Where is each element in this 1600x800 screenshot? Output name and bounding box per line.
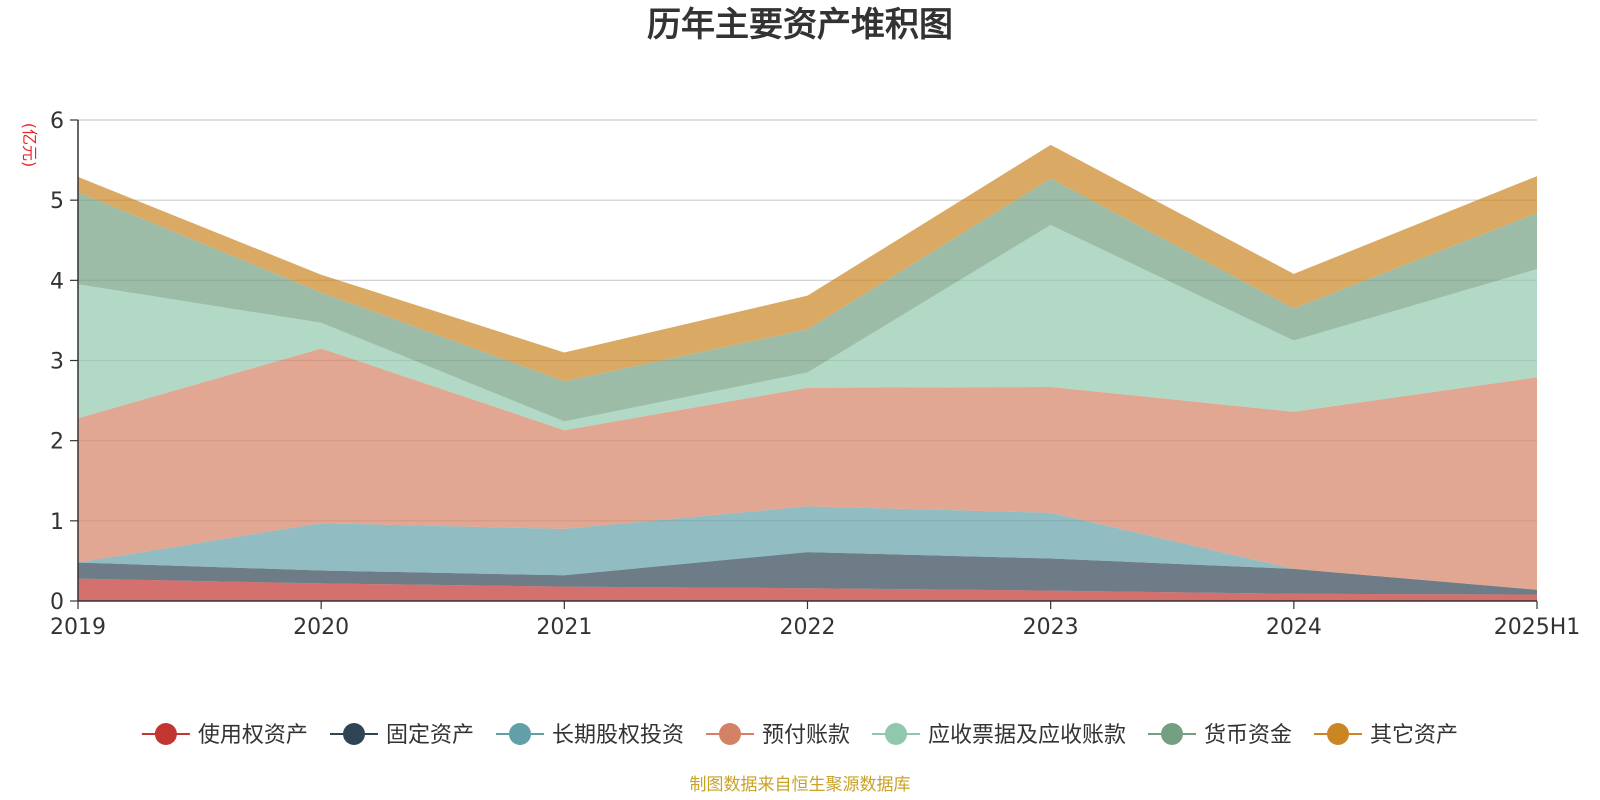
area-使用权资产	[78, 578, 1537, 601]
area-长期股权投资	[78, 506, 1537, 590]
legend-circle-icon	[1161, 723, 1183, 745]
y-tick-label: 2	[50, 430, 64, 455]
x-tick-label: 2024	[1266, 615, 1322, 640]
legend[interactable]: 使用权资产 固定资产 长期股权投资 预付账款 应收票据及应收账款 货币资金 其它资产	[141, 723, 1458, 748]
x-tick-label: 2020	[293, 615, 349, 640]
x-tick-label: 2025H1	[1494, 615, 1581, 640]
y-tick-label: 0	[50, 590, 64, 615]
legend-item-使用权资产[interactable]: 使用权资产	[141, 723, 308, 748]
y-tick-label: 1	[50, 510, 64, 535]
legend-item-应收票据及应收账款[interactable]: 应收票据及应收账款	[872, 723, 1126, 748]
x-tick-label: 2021	[536, 615, 592, 640]
area-应收票据及应收账款	[78, 225, 1537, 431]
data-source-note: 制图数据来自恒生聚源数据库	[690, 775, 911, 795]
y-tick-label: 4	[50, 269, 64, 294]
legend-circle-icon	[154, 723, 177, 745]
y-tick-label: 6	[50, 109, 64, 134]
legend-item-预付账款[interactable]: 预付账款	[706, 723, 850, 748]
legend-label: 固定资产	[386, 723, 474, 748]
legend-label: 长期股权投资	[552, 723, 684, 748]
x-tick-label: 2023	[1023, 615, 1079, 640]
area-固定资产	[78, 552, 1537, 595]
legend-label: 其它资产	[1370, 723, 1458, 748]
legend-label: 使用权资产	[198, 723, 308, 748]
legend-circle-icon	[719, 723, 741, 745]
legend-label: 预付账款	[762, 723, 850, 748]
legend-item-长期股权投资[interactable]: 长期股权投资	[496, 723, 684, 748]
legend-circle-icon	[885, 723, 907, 745]
legend-label: 应收票据及应收账款	[928, 723, 1126, 748]
y-axis-unit-label: (亿元)	[20, 123, 39, 168]
x-tick-label: 2022	[780, 615, 836, 640]
area-货币资金	[78, 178, 1537, 422]
legend-item-固定资产[interactable]: 固定资产	[330, 723, 474, 748]
legend-item-其它资产[interactable]: 其它资产	[1314, 723, 1458, 748]
legend-circle-icon	[1327, 723, 1349, 745]
y-tick-label: 5	[50, 189, 64, 214]
area-其它资产	[78, 144, 1537, 382]
y-tick-label: 3	[50, 350, 64, 375]
axes: 0 1 2 3 4 5 6 2019 2020 2021 2022 2023 2024 2025H1	[50, 109, 1580, 640]
legend-circle-icon	[343, 723, 365, 745]
legend-item-货币资金[interactable]: 货币资金	[1148, 723, 1292, 748]
legend-circle-icon	[509, 723, 531, 745]
area-series	[78, 144, 1537, 601]
legend-label: 货币资金	[1204, 723, 1292, 748]
area-预付账款	[78, 348, 1537, 590]
chart-title: 历年主要资产堆积图	[647, 5, 953, 45]
x-tick-label: 2019	[50, 615, 106, 640]
